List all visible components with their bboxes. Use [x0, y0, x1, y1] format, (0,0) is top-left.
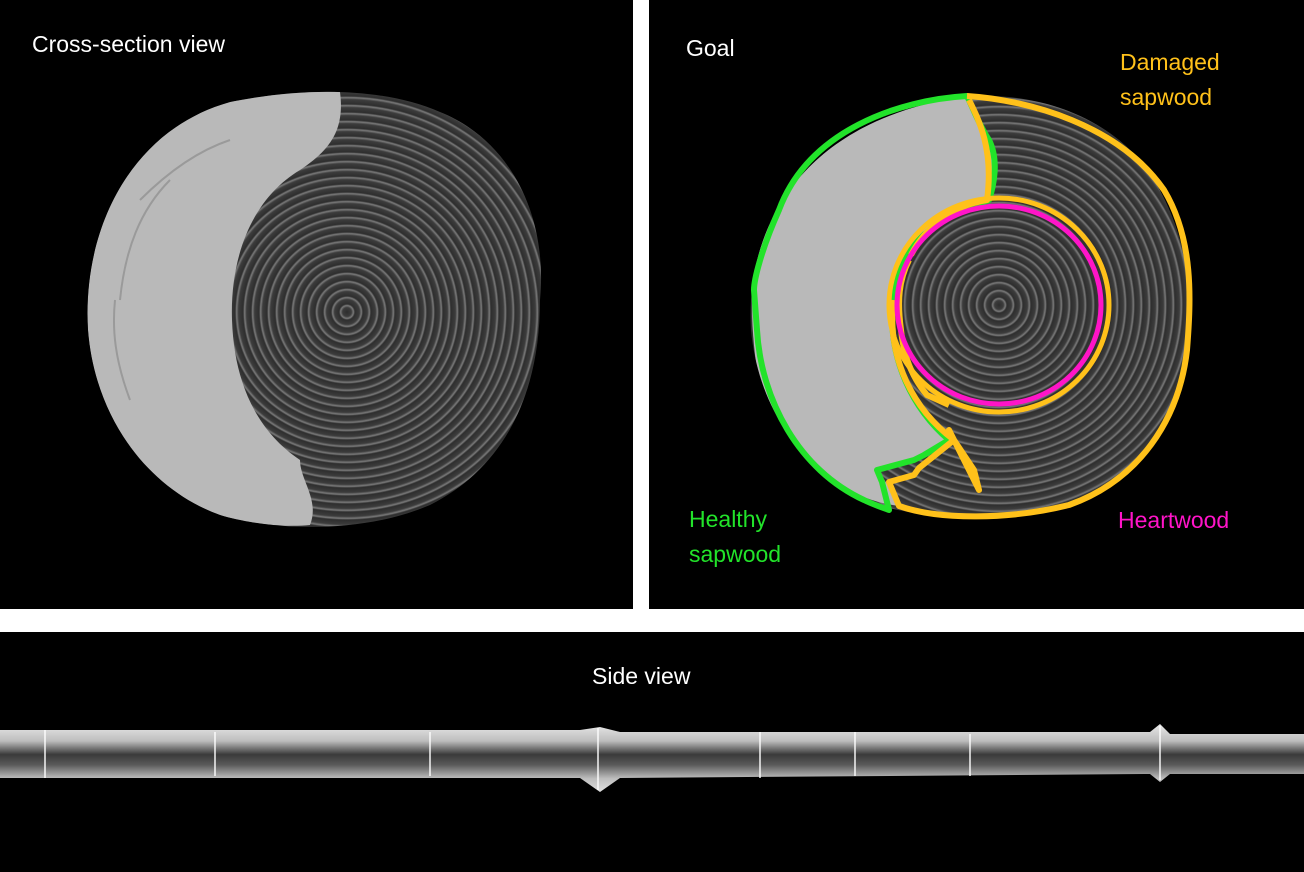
goal-title: Goal — [686, 35, 735, 61]
stem — [0, 724, 1304, 792]
heartwood-outline — [894, 203, 1104, 407]
damaged-sapwood-outline — [886, 93, 1193, 520]
side-view-title: Side view — [592, 663, 691, 689]
healthy-sapwood-label-line2: sapwood — [689, 541, 782, 567]
healthy-sapwood-label-line1: Healthy — [689, 506, 767, 532]
cross-section-title: Cross-section view — [32, 31, 225, 57]
goal-panel: Goal Damaged sapwood Healthy — [649, 0, 1304, 609]
heartwood-label: Heartwood — [1118, 507, 1230, 533]
side-view-panel: Side view — [0, 632, 1304, 872]
cross-section-panel: Cross-section view — [0, 0, 633, 609]
damaged-sapwood-label-line2: sapwood — [1120, 84, 1213, 110]
cross-section-image — [87, 91, 542, 527]
side-view-image — [0, 724, 1304, 792]
damaged-sapwood-label-line1: Damaged — [1120, 49, 1220, 75]
goal-annotated-image — [750, 93, 1193, 520]
